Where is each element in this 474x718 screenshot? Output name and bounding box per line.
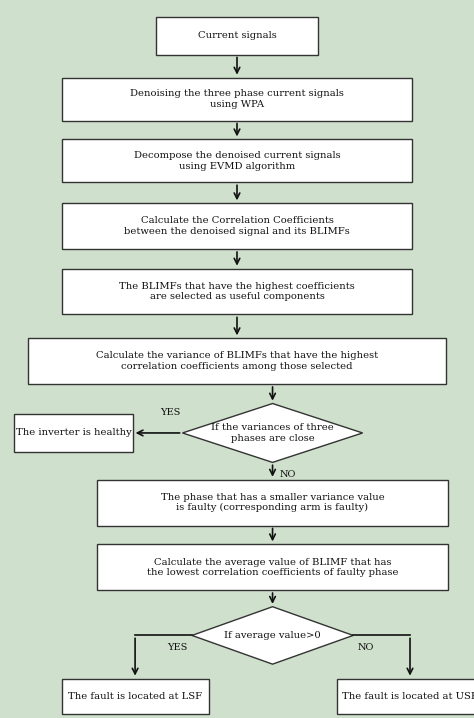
Text: Current signals: Current signals bbox=[198, 32, 276, 40]
FancyBboxPatch shape bbox=[14, 414, 133, 452]
Polygon shape bbox=[192, 607, 353, 664]
Text: The inverter is healthy: The inverter is healthy bbox=[16, 429, 131, 437]
Text: The phase that has a smaller variance value
is faulty (corresponding arm is faul: The phase that has a smaller variance va… bbox=[161, 493, 384, 513]
FancyBboxPatch shape bbox=[62, 139, 412, 182]
FancyBboxPatch shape bbox=[97, 480, 448, 526]
FancyBboxPatch shape bbox=[156, 17, 318, 55]
Text: Denoising the three phase current signals
using WPA: Denoising the three phase current signal… bbox=[130, 89, 344, 109]
Text: YES: YES bbox=[160, 408, 180, 417]
Text: The fault is located at USF: The fault is located at USF bbox=[342, 692, 474, 701]
FancyBboxPatch shape bbox=[62, 269, 412, 314]
Text: Calculate the average value of BLIMF that has
the lowest correlation coefficient: Calculate the average value of BLIMF tha… bbox=[147, 557, 398, 577]
FancyBboxPatch shape bbox=[97, 544, 448, 590]
FancyBboxPatch shape bbox=[62, 679, 209, 714]
FancyBboxPatch shape bbox=[28, 338, 446, 384]
Text: Decompose the denoised current signals
using EVMD algorithm: Decompose the denoised current signals u… bbox=[134, 151, 340, 171]
Text: Calculate the variance of BLIMFs that have the highest
correlation coefficients : Calculate the variance of BLIMFs that ha… bbox=[96, 351, 378, 371]
Text: NO: NO bbox=[280, 470, 296, 479]
Text: If average value>0: If average value>0 bbox=[224, 631, 321, 640]
Text: Calculate the Correlation Coefficients
between the denoised signal and its BLIMF: Calculate the Correlation Coefficients b… bbox=[124, 216, 350, 236]
Text: If the variances of three
phases are close: If the variances of three phases are clo… bbox=[211, 423, 334, 443]
Text: The BLIMFs that have the highest coefficients
are selected as useful components: The BLIMFs that have the highest coeffic… bbox=[119, 281, 355, 302]
Text: YES: YES bbox=[167, 643, 187, 652]
FancyBboxPatch shape bbox=[62, 78, 412, 121]
FancyBboxPatch shape bbox=[337, 679, 474, 714]
Text: The fault is located at LSF: The fault is located at LSF bbox=[68, 692, 202, 701]
Text: NO: NO bbox=[358, 643, 374, 652]
Polygon shape bbox=[182, 404, 363, 462]
FancyBboxPatch shape bbox=[62, 203, 412, 249]
